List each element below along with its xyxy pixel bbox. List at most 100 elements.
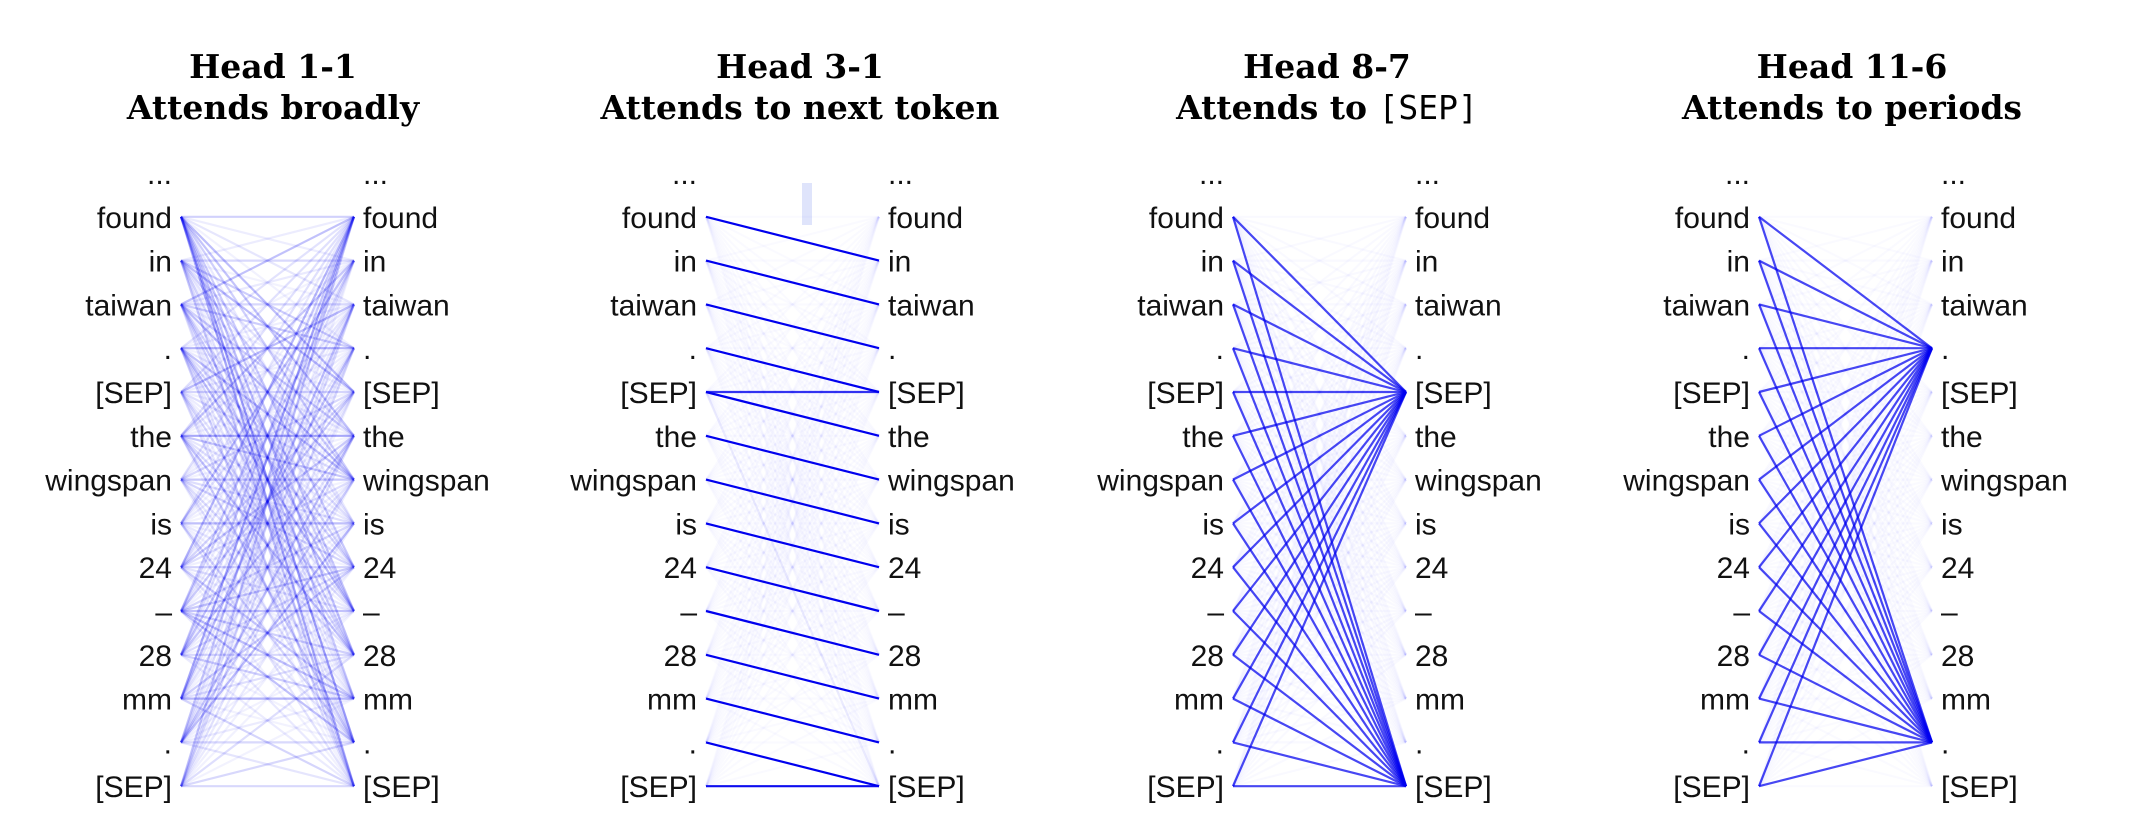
right-token[interactable]: found bbox=[363, 202, 438, 235]
left-token[interactable]: in bbox=[1727, 246, 1750, 279]
right-token[interactable]: . bbox=[363, 333, 371, 366]
right-token[interactable]: – bbox=[363, 596, 380, 629]
right-token[interactable]: in bbox=[888, 246, 911, 279]
left-token[interactable]: ... bbox=[147, 158, 172, 191]
left-token[interactable]: found bbox=[1675, 202, 1750, 235]
right-token[interactable]: mm bbox=[1941, 684, 1991, 717]
left-token[interactable]: the bbox=[1182, 421, 1224, 454]
left-token[interactable]: wingspan bbox=[44, 465, 172, 498]
right-token[interactable]: – bbox=[888, 596, 905, 629]
left-token[interactable]: – bbox=[1207, 596, 1224, 629]
left-token[interactable]: taiwan bbox=[1663, 289, 1750, 322]
right-token[interactable]: in bbox=[1415, 246, 1438, 279]
left-token[interactable]: in bbox=[149, 246, 172, 279]
right-token[interactable]: ... bbox=[363, 158, 388, 191]
left-token[interactable]: 24 bbox=[1717, 552, 1750, 585]
right-token[interactable]: ... bbox=[1415, 158, 1440, 191]
left-token[interactable]: is bbox=[1202, 508, 1224, 541]
right-token[interactable]: found bbox=[1941, 202, 2016, 235]
left-token[interactable]: 28 bbox=[1717, 640, 1750, 673]
left-token[interactable]: mm bbox=[1174, 684, 1224, 717]
left-token[interactable]: found bbox=[622, 202, 697, 235]
left-token[interactable]: [SEP] bbox=[1673, 377, 1750, 410]
left-token[interactable]: wingspan bbox=[1096, 465, 1224, 498]
left-token[interactable]: 28 bbox=[664, 640, 697, 673]
left-token[interactable]: 28 bbox=[1191, 640, 1224, 673]
right-token[interactable]: mm bbox=[1415, 684, 1465, 717]
left-token[interactable]: . bbox=[1216, 333, 1224, 366]
left-token[interactable]: taiwan bbox=[1137, 289, 1224, 322]
right-token[interactable]: is bbox=[1941, 508, 1963, 541]
left-token[interactable]: . bbox=[164, 333, 172, 366]
left-token[interactable]: ... bbox=[1725, 158, 1750, 191]
right-token[interactable]: . bbox=[1415, 727, 1423, 760]
left-token[interactable]: . bbox=[1216, 727, 1224, 760]
left-token[interactable]: . bbox=[164, 727, 172, 760]
left-token[interactable]: taiwan bbox=[610, 289, 697, 322]
right-token[interactable]: the bbox=[363, 421, 405, 454]
left-token[interactable]: 24 bbox=[664, 552, 697, 585]
left-token[interactable]: ... bbox=[672, 158, 697, 191]
left-token[interactable]: in bbox=[1201, 246, 1224, 279]
left-token[interactable]: mm bbox=[1700, 684, 1750, 717]
right-token[interactable]: [SEP] bbox=[363, 377, 440, 410]
left-token[interactable]: ... bbox=[1199, 158, 1224, 191]
left-token[interactable]: wingspan bbox=[1622, 465, 1750, 498]
right-token[interactable]: 28 bbox=[1415, 640, 1448, 673]
left-token[interactable]: in bbox=[674, 246, 697, 279]
right-token[interactable]: in bbox=[1941, 246, 1964, 279]
left-token[interactable]: the bbox=[130, 421, 172, 454]
left-token[interactable]: [SEP] bbox=[1147, 771, 1224, 804]
left-token[interactable]: is bbox=[1728, 508, 1750, 541]
right-token[interactable]: wingspan bbox=[1940, 465, 2068, 498]
right-token[interactable]: taiwan bbox=[1941, 289, 2028, 322]
left-token[interactable]: mm bbox=[122, 684, 172, 717]
left-token[interactable]: – bbox=[1733, 596, 1750, 629]
left-token[interactable]: mm bbox=[647, 684, 697, 717]
right-token[interactable]: [SEP] bbox=[1415, 377, 1492, 410]
left-token[interactable]: . bbox=[689, 727, 697, 760]
right-token[interactable]: mm bbox=[363, 684, 413, 717]
left-token[interactable]: – bbox=[155, 596, 172, 629]
left-token[interactable]: taiwan bbox=[85, 289, 172, 322]
left-token[interactable]: [SEP] bbox=[620, 377, 697, 410]
left-token[interactable]: [SEP] bbox=[1147, 377, 1224, 410]
left-token[interactable]: – bbox=[680, 596, 697, 629]
left-token[interactable]: found bbox=[97, 202, 172, 235]
right-token[interactable]: the bbox=[888, 421, 930, 454]
right-token[interactable]: 24 bbox=[363, 552, 396, 585]
right-token[interactable]: . bbox=[888, 727, 896, 760]
left-token[interactable]: the bbox=[1708, 421, 1750, 454]
right-token[interactable]: 28 bbox=[888, 640, 921, 673]
right-token[interactable]: . bbox=[1941, 727, 1949, 760]
right-token[interactable]: in bbox=[363, 246, 386, 279]
left-token[interactable]: is bbox=[150, 508, 172, 541]
left-token[interactable]: found bbox=[1149, 202, 1224, 235]
left-token[interactable]: [SEP] bbox=[95, 377, 172, 410]
right-token[interactable]: taiwan bbox=[363, 289, 450, 322]
right-token[interactable]: 28 bbox=[1941, 640, 1974, 673]
right-token[interactable]: [SEP] bbox=[888, 377, 965, 410]
right-token[interactable]: is bbox=[1415, 508, 1437, 541]
right-token[interactable]: mm bbox=[888, 684, 938, 717]
right-token[interactable]: found bbox=[1415, 202, 1490, 235]
right-token[interactable]: [SEP] bbox=[1941, 771, 2018, 804]
right-token[interactable]: [SEP] bbox=[1941, 377, 2018, 410]
right-token[interactable]: is bbox=[363, 508, 385, 541]
left-token[interactable]: [SEP] bbox=[1673, 771, 1750, 804]
left-token[interactable]: 24 bbox=[139, 552, 172, 585]
right-token[interactable]: is bbox=[888, 508, 910, 541]
right-token[interactable]: 28 bbox=[363, 640, 396, 673]
left-token[interactable]: is bbox=[675, 508, 697, 541]
right-token[interactable]: . bbox=[363, 727, 371, 760]
right-token[interactable]: 24 bbox=[1415, 552, 1448, 585]
right-token[interactable]: [SEP] bbox=[1415, 771, 1492, 804]
right-token[interactable]: ... bbox=[888, 158, 913, 191]
left-token[interactable]: 28 bbox=[139, 640, 172, 673]
right-token[interactable]: . bbox=[1415, 333, 1423, 366]
left-token[interactable]: [SEP] bbox=[95, 771, 172, 804]
right-token[interactable]: . bbox=[1941, 333, 1949, 366]
right-token[interactable]: wingspan bbox=[362, 465, 490, 498]
right-token[interactable]: . bbox=[888, 333, 896, 366]
right-token[interactable]: – bbox=[1941, 596, 1958, 629]
